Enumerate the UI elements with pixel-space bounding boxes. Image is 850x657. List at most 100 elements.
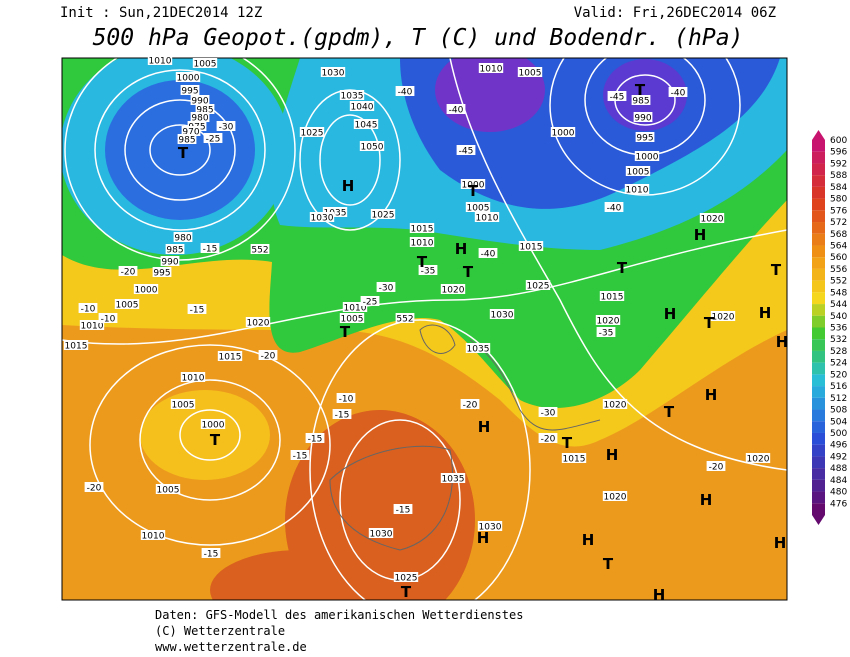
isobar-label-box <box>190 112 210 122</box>
colorbar-cell <box>812 222 825 234</box>
colorbar-label: 520 <box>830 370 847 380</box>
contour-label-box <box>250 244 270 254</box>
temperature-label-box <box>478 248 498 258</box>
pressure-center: T <box>635 81 646 99</box>
pressure-center: T <box>617 259 628 277</box>
isobar-label: 985 <box>178 136 195 146</box>
isobar-label: 985 <box>632 97 649 107</box>
colorbar-label: 532 <box>830 335 847 345</box>
colorbar-cell <box>812 257 825 269</box>
isobar-label: 1020 <box>604 493 627 503</box>
temperature-label: -45 <box>459 147 474 157</box>
isobar-label-box <box>465 343 491 353</box>
pressure-center: H <box>455 240 468 258</box>
isobar-label-box <box>155 484 181 494</box>
temperature-label-box <box>78 303 98 313</box>
colorbar-label: 516 <box>830 382 847 392</box>
isobar-label: 1010 <box>149 57 172 67</box>
temperature-label: -35 <box>421 267 436 277</box>
contour-label: 552 <box>251 246 268 256</box>
isobar-label-box <box>175 72 201 82</box>
isobar-label: 1020 <box>442 286 465 296</box>
colorbar-cell <box>812 233 825 246</box>
colorbar-cell <box>812 140 825 152</box>
colorbar-cell <box>812 210 825 223</box>
colorbar-label: 544 <box>830 300 847 310</box>
colorbar-cell <box>812 456 825 469</box>
isobar-label: 1050 <box>361 143 384 153</box>
isobar-label-box <box>440 284 466 294</box>
temperature-label-box <box>393 504 413 514</box>
colorbar-cell <box>812 292 825 305</box>
temperature-label: -40 <box>671 89 686 99</box>
isobar-label: 1045 <box>355 121 378 131</box>
temperature-label: -15 <box>293 452 308 462</box>
temperature-label-box <box>604 202 624 212</box>
pressure-center: H <box>774 534 787 552</box>
isobar-label: 1030 <box>311 214 334 224</box>
contour-label-box <box>395 313 415 323</box>
colorbar-cell <box>812 409 825 422</box>
colorbar-cell <box>812 163 825 176</box>
colorbar-label: 484 <box>830 476 847 486</box>
footer-line: (C) Wetterzentrale <box>155 624 285 638</box>
isobar-label-box <box>525 280 551 290</box>
pressure-center: H <box>478 418 491 436</box>
isobar-label: 1000 <box>202 421 225 431</box>
map-frame <box>61 57 788 601</box>
isobar-label: 1015 <box>65 342 88 352</box>
temperature-label: -15 <box>203 245 218 255</box>
colorbar-cell <box>812 339 825 351</box>
colorbar-label: 552 <box>830 277 847 287</box>
temperature-label-box <box>203 133 223 143</box>
isobar-label-box <box>477 521 503 531</box>
isobar-label-box <box>595 315 621 325</box>
isobar-label: 1020 <box>604 401 627 411</box>
pressure-center: T <box>463 263 474 281</box>
isobar-label: 990 <box>634 114 651 124</box>
isobar-label: 1030 <box>491 311 514 321</box>
temperature-label-box <box>538 407 558 417</box>
temperature-label-box <box>84 482 104 492</box>
colorbar-cell <box>812 245 825 258</box>
isobar-label-box <box>152 267 172 277</box>
temperature-label: -20 <box>541 435 556 445</box>
isobar-label-box <box>517 67 543 77</box>
temperature-label: -35 <box>599 329 614 339</box>
isobar-label: 1025 <box>301 129 324 139</box>
colorbar-label: 500 <box>830 429 847 439</box>
isobar-label: 995 <box>153 269 170 279</box>
temperature-label: -25 <box>363 298 378 308</box>
pressure-center: T <box>771 261 782 279</box>
temperature-label-box <box>216 121 236 131</box>
colorbar-label: 504 <box>830 417 847 427</box>
isobar-label-box <box>478 63 504 73</box>
isobar-label-box <box>489 309 515 319</box>
isobar-label-box <box>192 58 218 68</box>
temperature-label-box <box>118 266 138 276</box>
colorbar-label: 580 <box>830 195 847 205</box>
temperature-label: -40 <box>481 250 496 260</box>
isobar-label-box <box>602 491 628 501</box>
temperature-label: -15 <box>204 550 219 560</box>
temperature-label: -20 <box>463 401 478 411</box>
colorbar-label: 600 <box>830 136 847 146</box>
isobar-label-box <box>518 241 544 251</box>
isobar-label-box <box>342 302 368 312</box>
pressure-center: H <box>776 333 789 351</box>
isobar-label: 1000 <box>177 74 200 84</box>
pressure-center: H <box>759 304 772 322</box>
isobar-label: 1020 <box>747 455 770 465</box>
temperature-label: -20 <box>121 268 136 278</box>
isobar-label: 1010 <box>182 374 205 384</box>
colorbar-cell <box>812 280 825 293</box>
isobar-label-box <box>339 313 365 323</box>
isobar-label: 1000 <box>462 181 485 191</box>
isobar-label-box <box>602 399 628 409</box>
isobar-label: 1030 <box>479 523 502 533</box>
valid-time: Valid: Fri,26DEC2014 06Z <box>574 5 776 21</box>
pressure-center: H <box>477 529 490 547</box>
isobar-label-box <box>409 223 435 233</box>
colorbar-cell <box>812 350 825 363</box>
colorbar-label: 564 <box>830 241 847 251</box>
